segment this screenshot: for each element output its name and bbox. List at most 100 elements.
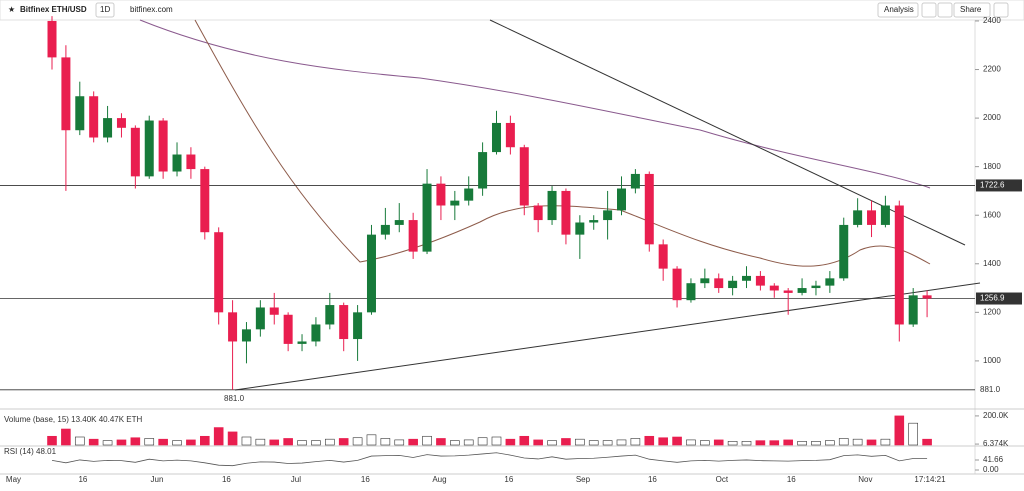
- volume-bar: [491, 436, 502, 446]
- volume-bar: [144, 438, 155, 446]
- trend-line: [234, 282, 981, 391]
- candle-body: [436, 183, 446, 206]
- candle-body: [311, 324, 321, 342]
- candle-body: [714, 278, 724, 289]
- ma-200: [139, 19, 931, 189]
- level-label: 1256.9: [980, 294, 1005, 303]
- volume-bar: [505, 438, 516, 446]
- volume-bar: [575, 438, 585, 446]
- y-tick-label: 1400: [983, 259, 1001, 268]
- candle-body: [603, 210, 613, 221]
- volume-bar: [783, 439, 793, 446]
- candle-body: [200, 169, 210, 233]
- candle-body: [394, 220, 404, 225]
- candle-body: [89, 96, 99, 138]
- candle-body: [228, 312, 238, 342]
- volume-bar: [908, 422, 918, 446]
- x-tick-label: 16: [504, 475, 513, 484]
- volume-bar: [61, 428, 71, 446]
- candle-body: [491, 122, 501, 153]
- level-label-box: [976, 179, 1022, 192]
- candle-body: [742, 275, 752, 281]
- volume-bar: [672, 436, 682, 446]
- candle-body: [103, 118, 113, 138]
- draw-button[interactable]: [937, 2, 953, 18]
- candle-body: [422, 183, 432, 252]
- x-tick-label: Sep: [576, 475, 591, 484]
- candle-body: [158, 120, 168, 172]
- volume-bar: [311, 440, 321, 446]
- x-tick-label: Jul: [291, 475, 301, 484]
- y-tick-label: 1800: [983, 162, 1001, 171]
- volume-bar: [269, 439, 280, 446]
- candle-body: [478, 152, 488, 189]
- candle-body: [61, 57, 71, 131]
- symbol[interactable]: Bitfinex ETH/USD: [20, 5, 87, 14]
- candle-body: [797, 288, 807, 293]
- volume-bar: [519, 435, 530, 446]
- volume-bar: [408, 438, 418, 446]
- candle-body: [686, 283, 696, 301]
- volume-bar: [158, 438, 168, 446]
- candle-body: [116, 118, 126, 128]
- volume-bar: [200, 435, 210, 446]
- analysis-button[interactable]: [877, 2, 919, 18]
- share[interactable]: Share: [960, 5, 982, 14]
- candle-body: [811, 285, 821, 289]
- y-tick-label: 2000: [983, 113, 1001, 122]
- volume-bar: [658, 437, 668, 446]
- volume-legend: Volume (base, 15) 13.40K 40.47K ETH: [4, 415, 143, 424]
- x-tick-label: May: [6, 475, 21, 484]
- site-link[interactable]: bitfinex.com: [130, 5, 173, 14]
- volume-bar: [422, 435, 432, 446]
- volume-bar: [241, 436, 252, 446]
- volume-bar: [616, 439, 627, 446]
- volume-bar: [352, 437, 363, 446]
- y-tick-label: 6.374K: [983, 439, 1009, 448]
- volume-bar: [172, 440, 182, 446]
- volume-bar: [436, 438, 446, 446]
- candle-body: [214, 232, 224, 313]
- candle-body: [617, 188, 626, 211]
- share-button[interactable]: [953, 2, 991, 18]
- y-tick-label: 2200: [983, 65, 1001, 74]
- fullscreen-button[interactable]: [993, 2, 1009, 18]
- volume-bar: [450, 440, 460, 446]
- x-tick-label: 16: [361, 475, 370, 484]
- candle-body: [450, 200, 460, 206]
- star[interactable]: ★: [8, 5, 15, 14]
- candle-body: [519, 147, 529, 206]
- candle-body: [505, 122, 515, 148]
- x-tick-label: Jun: [151, 475, 164, 484]
- analysis[interactable]: Analysis: [884, 5, 914, 14]
- x-tick-label: Aug: [432, 475, 446, 484]
- volume-bar: [755, 440, 766, 446]
- candle-body: [728, 280, 738, 289]
- candle-body: [894, 205, 904, 325]
- candle-body: [339, 305, 349, 340]
- volume-bar: [630, 438, 641, 446]
- volume-bar: [88, 438, 99, 446]
- volume-bar: [880, 438, 891, 446]
- level-label: 881.0: [980, 385, 1001, 394]
- candle-body: [408, 220, 418, 252]
- candle-body: [867, 210, 877, 225]
- candle-body: [769, 285, 779, 291]
- interval-box[interactable]: [95, 2, 115, 18]
- interval[interactable]: 1D: [100, 5, 110, 14]
- bars-button[interactable]: [921, 2, 937, 18]
- y-tick-label: 200.0K: [983, 411, 1009, 420]
- candle-body: [325, 305, 335, 325]
- y-tick-label: 1600: [983, 210, 1001, 219]
- candle-body: [353, 312, 363, 340]
- candle-body: [297, 341, 307, 344]
- candle-body: [269, 307, 279, 315]
- candle-body: [241, 329, 251, 342]
- y-tick-label: 2400: [983, 16, 1001, 25]
- trend-line: [489, 19, 966, 246]
- candle-body: [700, 278, 710, 284]
- candle-body: [144, 120, 154, 177]
- x-tick-label: 16: [648, 475, 657, 484]
- candle-body: [366, 234, 376, 313]
